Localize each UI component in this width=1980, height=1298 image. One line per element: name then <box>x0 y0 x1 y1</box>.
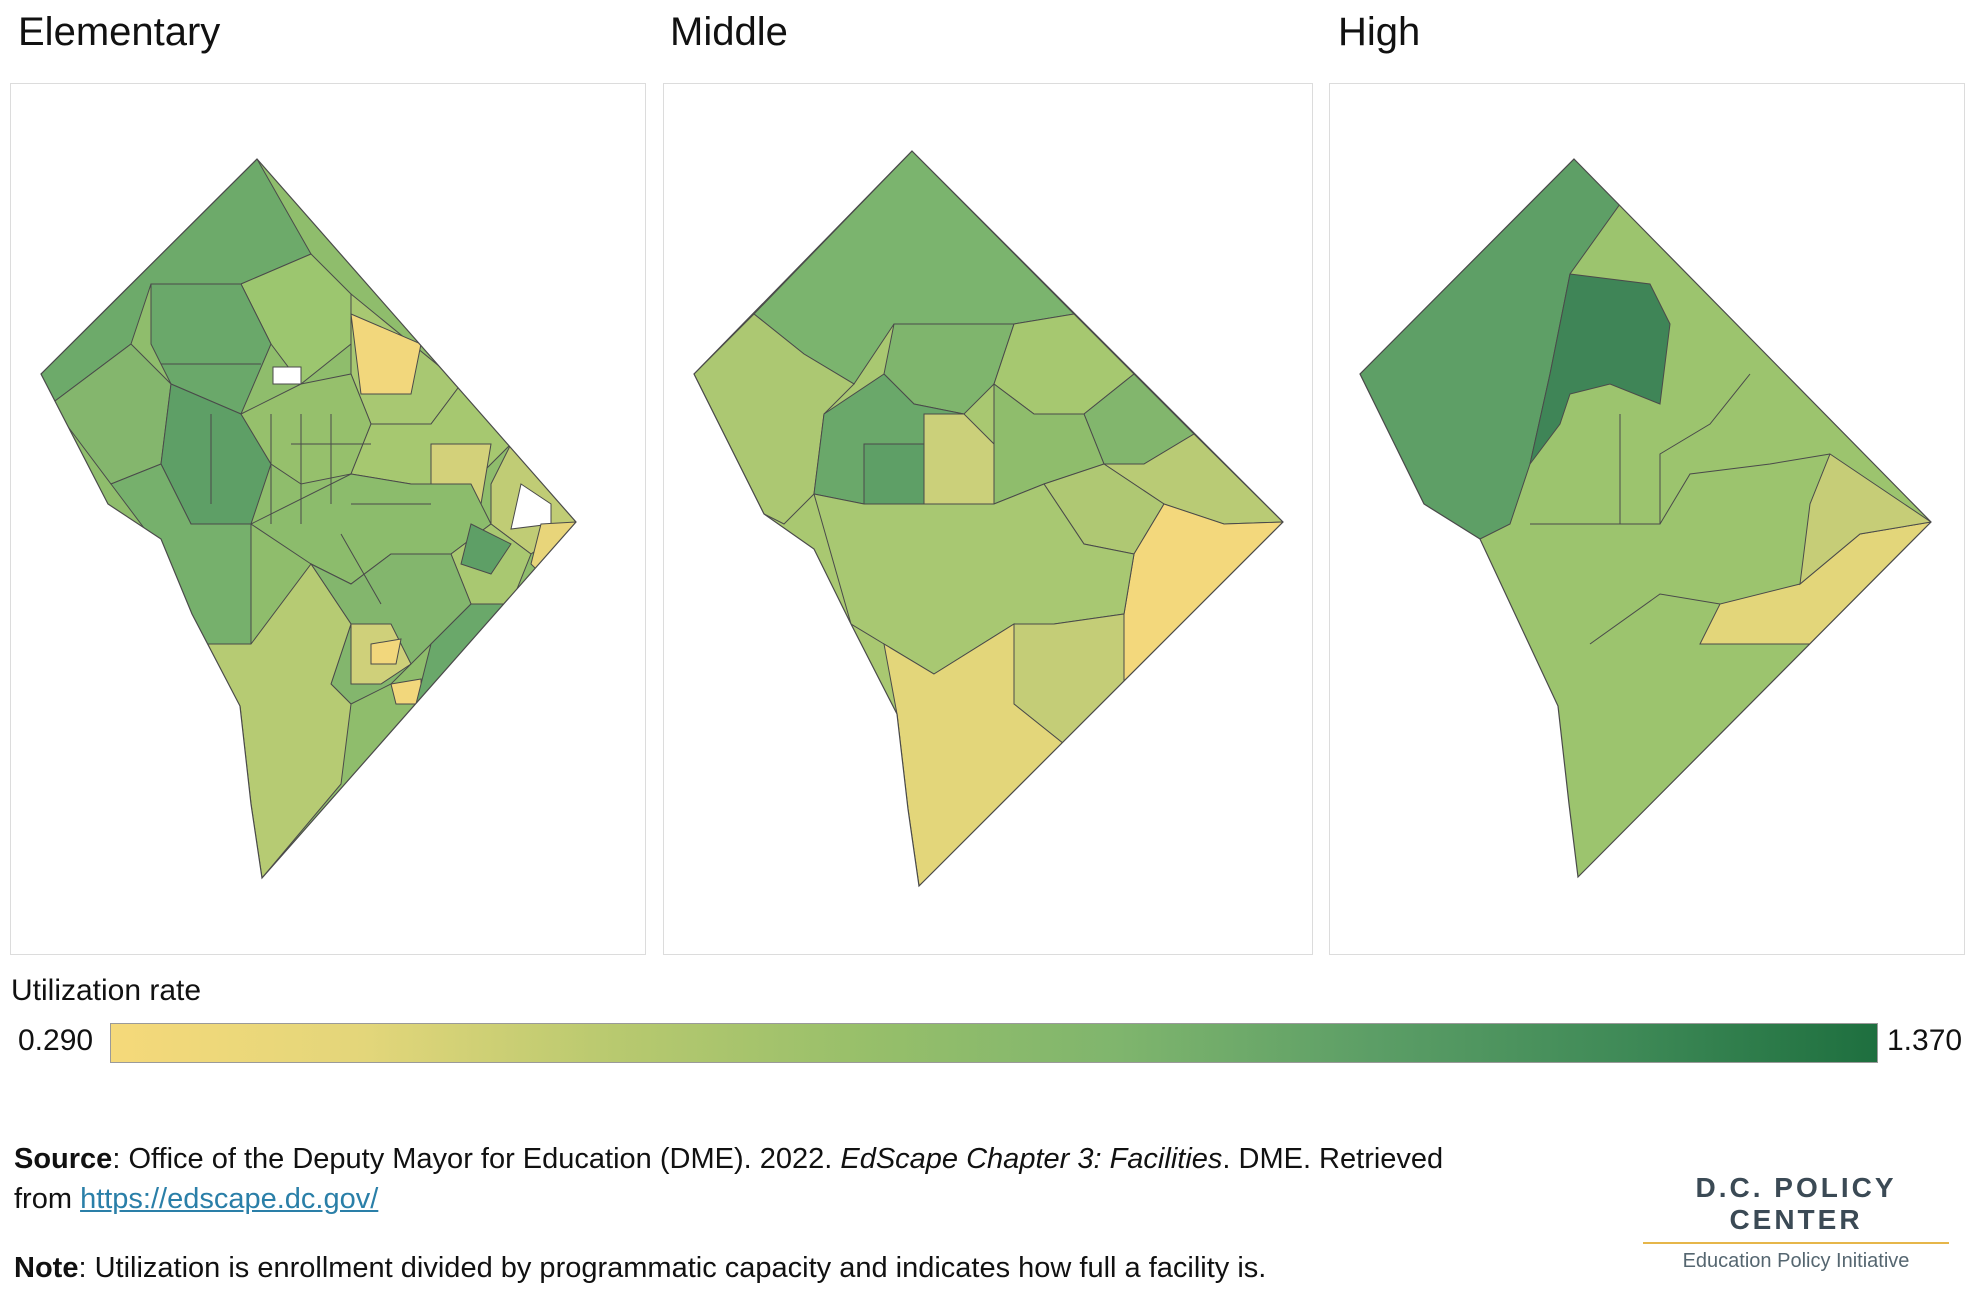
source-text-3: from <box>14 1183 81 1215</box>
panel-title-high: High <box>1338 10 1421 54</box>
mid-zone <box>863 443 925 505</box>
elementary-map-panel <box>10 83 646 955</box>
source-note: Source: Office of the Deputy Mayor for E… <box>14 1139 1574 1219</box>
legend-min-label: 0.290 <box>18 1024 94 1057</box>
elementary-map <box>40 158 577 880</box>
brand-subtitle: Education Policy Initiative <box>1682 1250 1910 1272</box>
mid-zone <box>883 623 1065 886</box>
note-label: Note <box>14 1252 79 1284</box>
elem-zone <box>350 313 422 395</box>
middle-map-panel <box>663 83 1313 955</box>
panel-title-elementary: Elementary <box>18 10 221 54</box>
brand-logo: D.C. POLICY CENTER Education Policy Init… <box>1626 1172 1966 1273</box>
panel-title-middle: Middle <box>670 10 788 54</box>
elem-zone <box>460 523 512 575</box>
source-label: Source <box>14 1143 113 1175</box>
legend-title: Utilization rate <box>11 974 202 1007</box>
source-text-1: : Office of the Deputy Mayor for Educati… <box>112 1143 841 1175</box>
middle-map <box>693 150 1284 888</box>
source-link[interactable]: https://edscape.dc.gov/ <box>80 1183 379 1215</box>
elem-zone <box>272 366 302 385</box>
legend-color-bar <box>110 1023 1878 1063</box>
high-map-panel <box>1329 83 1965 955</box>
note-text: : Utilization is enrollment divided by p… <box>78 1252 1267 1284</box>
utilization-note: Note: Utilization is enrollment divided … <box>14 1248 1574 1288</box>
high-map <box>1359 158 1932 879</box>
brand-name: D.C. POLICY CENTER <box>1695 1172 1897 1235</box>
legend-max-label: 1.370 <box>1887 1024 1963 1057</box>
source-text-2: . DME. Retrieved <box>1222 1143 1444 1175</box>
high-zone <box>1799 453 1931 586</box>
elem-zone <box>370 638 402 665</box>
brand-divider <box>1643 1242 1949 1244</box>
source-italic: EdScape Chapter 3: Facilities <box>840 1143 1223 1175</box>
high-zone <box>1529 273 1671 465</box>
